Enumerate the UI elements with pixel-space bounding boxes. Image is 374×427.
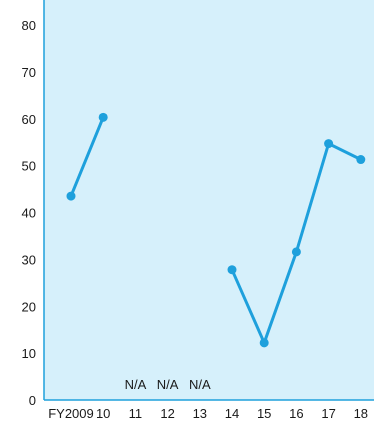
- x-tick-label: 10: [96, 406, 110, 421]
- x-tick-label: 14: [225, 406, 239, 421]
- data-point: [98, 112, 108, 122]
- x-tick-label: 18: [354, 406, 368, 421]
- y-tick-label: 60: [22, 112, 36, 127]
- data-point: [227, 265, 237, 275]
- y-tick-label: 0: [29, 393, 36, 408]
- data-point: [259, 338, 269, 348]
- data-point: [324, 139, 334, 149]
- series-line-segment: [69, 115, 105, 198]
- y-tick-label: 70: [22, 65, 36, 80]
- series-line-segment: [230, 268, 266, 345]
- y-tick-label: 10: [22, 346, 36, 361]
- x-tick-label: 12: [160, 406, 174, 421]
- y-tick-label: 50: [22, 159, 36, 174]
- y-tick-labels: 0 10 20 30 40 50 60 70 80: [22, 18, 36, 408]
- data-point: [291, 247, 301, 257]
- plot-background: [44, 0, 374, 400]
- data-point: [356, 155, 366, 165]
- x-tick-label: 17: [321, 406, 335, 421]
- series-line-segment: [262, 250, 298, 345]
- series-line-segment: [327, 142, 363, 162]
- data-point: [66, 191, 76, 201]
- series-points: [66, 112, 366, 348]
- series-line-segment: [294, 142, 331, 254]
- y-tick-label: 40: [22, 206, 36, 221]
- y-tick-label: 80: [22, 18, 36, 33]
- x-tick-label: 15: [257, 406, 271, 421]
- na-labels: N/A N/A N/A: [125, 377, 211, 392]
- y-tick-label: 20: [22, 299, 36, 314]
- x-tick-labels: FY2009 10 11 12 13 14 15 16 17 18: [48, 406, 368, 421]
- na-label: N/A: [189, 377, 211, 392]
- x-tick-label: 11: [129, 406, 143, 421]
- x-tick-label: 13: [193, 406, 207, 421]
- x-tick-label: FY2009: [48, 406, 94, 421]
- na-label: N/A: [125, 377, 147, 392]
- x-tick-label: 16: [289, 406, 303, 421]
- y-tick-label: 30: [22, 252, 36, 267]
- series-lines: [69, 115, 363, 345]
- na-label: N/A: [157, 377, 179, 392]
